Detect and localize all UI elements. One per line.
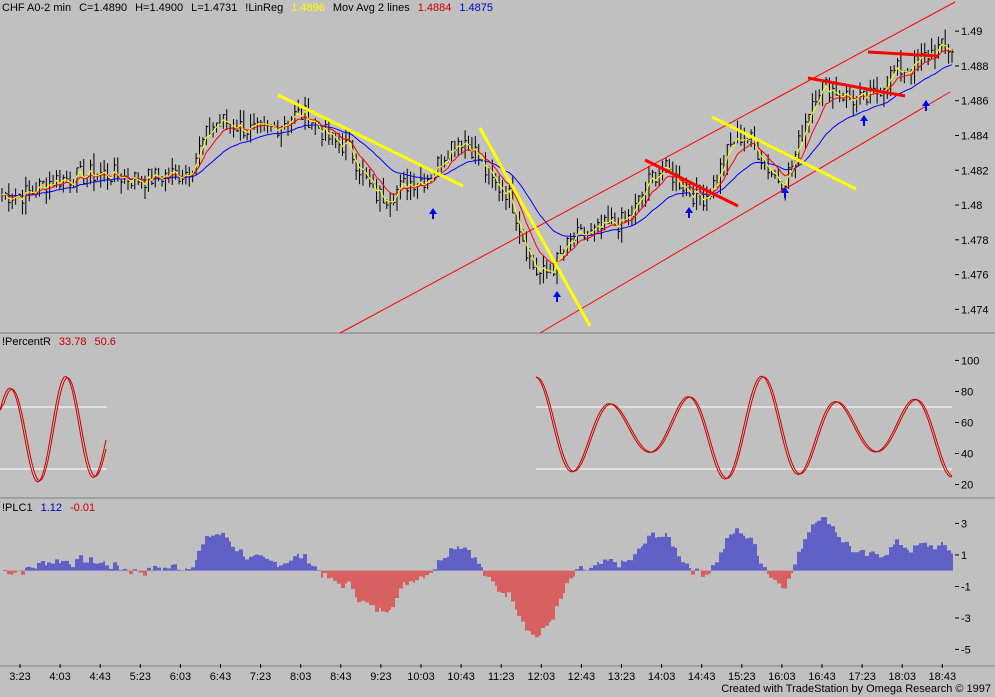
movavg-label: Mov Avg 2 lines bbox=[332, 2, 410, 14]
time-label: 12:43 bbox=[568, 671, 596, 683]
time-label: 9:23 bbox=[370, 671, 391, 683]
ma-fast-line bbox=[1, 50, 953, 266]
percentr-line bbox=[535, 375, 953, 480]
up-arrow-marker bbox=[429, 208, 437, 219]
time-label: 8:03 bbox=[290, 671, 311, 683]
percentr-label: !PercentR bbox=[2, 336, 51, 348]
time-label: 13:23 bbox=[608, 671, 636, 683]
plc-label: !PLC1 bbox=[2, 502, 33, 514]
price-panel bbox=[0, 332, 995, 667]
time-label: 8:43 bbox=[330, 671, 351, 683]
time-label: 14:03 bbox=[648, 671, 676, 683]
price-tick-label: 1.478 bbox=[961, 235, 989, 247]
up-arrow-marker bbox=[553, 291, 561, 302]
up-arrow-marker bbox=[860, 115, 868, 126]
plc-tick-label: 3 bbox=[961, 518, 967, 530]
percentr-tick-label: 100 bbox=[961, 355, 979, 367]
up-arrow-marker bbox=[781, 187, 789, 198]
time-label: 4:43 bbox=[89, 671, 110, 683]
linreg-value: 1.4896 bbox=[291, 2, 325, 14]
price-header: CHF A0-2 min C=1.4890 H=1.4900 L=1.4731 !Lin… bbox=[2, 2, 501, 14]
plc-tick-label: -5 bbox=[961, 644, 971, 656]
credit-text: Created with TradeStation by Omega Resea… bbox=[721, 683, 991, 695]
yellow-trendline bbox=[478, 127, 592, 327]
time-label: 14:43 bbox=[688, 671, 716, 683]
trendlines bbox=[277, 1, 956, 334]
percentr-value-2: 50.6 bbox=[94, 336, 116, 348]
plc-value-2: -0.01 bbox=[70, 502, 96, 514]
price-tick-label: 1.474 bbox=[961, 304, 989, 316]
yellow-trendline bbox=[711, 115, 857, 191]
time-label: 7:23 bbox=[250, 671, 271, 683]
red-trendline bbox=[807, 76, 906, 98]
time-label: 16:43 bbox=[808, 671, 836, 683]
percentr-header: !PercentR 33.78 50.6 bbox=[2, 336, 124, 348]
price-bars bbox=[1, 29, 954, 285]
red-trendline bbox=[644, 158, 739, 208]
percentr-tick-label: 40 bbox=[961, 448, 973, 460]
time-label: 5:23 bbox=[130, 671, 151, 683]
time-label: 18:03 bbox=[888, 671, 916, 683]
indicator-lines bbox=[0, 44, 953, 638]
time-label: 3:23 bbox=[9, 671, 30, 683]
time-label: 18:43 bbox=[929, 671, 957, 683]
percentr-signal-line bbox=[0, 377, 107, 482]
time-label: 4:03 bbox=[49, 671, 70, 683]
plc-tick-label: -3 bbox=[961, 613, 971, 625]
symbol-label: CHF A0-2 min bbox=[2, 2, 72, 14]
time-label: 16:03 bbox=[768, 671, 796, 683]
time-label: 10:03 bbox=[407, 671, 435, 683]
price-tick-label: 1.48 bbox=[961, 200, 982, 212]
price-tick-label: 1.482 bbox=[961, 165, 989, 177]
plc-value-1: 1.12 bbox=[40, 502, 62, 514]
axes: 3:23 4:03 4:43 5:23 6:03 6:43 7:23 8:03 8:43 9:23… bbox=[9, 26, 988, 683]
low-value: L=1.4731 bbox=[191, 2, 238, 14]
movavg-value-1: 1.4884 bbox=[417, 2, 452, 14]
time-label: 15:23 bbox=[728, 671, 756, 683]
linreg-label: !LinReg bbox=[245, 2, 284, 14]
up-arrow-marker bbox=[922, 100, 930, 111]
yellow-trendline bbox=[277, 93, 464, 188]
channel-upper bbox=[339, 1, 956, 334]
up-arrow-marker bbox=[685, 207, 693, 218]
plc-tick-label: -1 bbox=[961, 581, 971, 593]
high-value: H=1.4900 bbox=[135, 2, 184, 14]
percentr-line bbox=[0, 375, 107, 483]
price-tick-label: 1.476 bbox=[961, 270, 989, 282]
close-value: C=1.4890 bbox=[79, 2, 128, 14]
time-label: 11:23 bbox=[488, 671, 515, 683]
price-tick-label: 1.488 bbox=[961, 61, 989, 73]
plc-header: !PLC1 1.12 -0.01 bbox=[2, 502, 103, 514]
time-label: 10:43 bbox=[447, 671, 475, 683]
linreg-line bbox=[1, 44, 953, 274]
red-trendline bbox=[867, 50, 939, 58]
movavg-value-2: 1.4875 bbox=[459, 2, 494, 14]
percentr-tick-label: 80 bbox=[961, 386, 973, 398]
price-tick-label: 1.486 bbox=[961, 96, 989, 108]
plc-tick-label: 1 bbox=[961, 550, 967, 562]
percentr-signal-line bbox=[535, 376, 953, 479]
percentr-value-1: 33.78 bbox=[58, 336, 87, 348]
time-label: 6:43 bbox=[210, 671, 231, 683]
price-tick-label: 1.484 bbox=[961, 130, 989, 142]
channel-lower bbox=[539, 91, 951, 334]
percentr-tick-label: 60 bbox=[961, 417, 973, 429]
ma-slow-line bbox=[1, 64, 953, 238]
time-label: 12:03 bbox=[528, 671, 556, 683]
time-label: 6:03 bbox=[170, 671, 191, 683]
price-tick-label: 1.49 bbox=[961, 26, 982, 38]
time-label: 17:23 bbox=[848, 671, 876, 683]
percentr-tick-label: 20 bbox=[961, 479, 973, 491]
